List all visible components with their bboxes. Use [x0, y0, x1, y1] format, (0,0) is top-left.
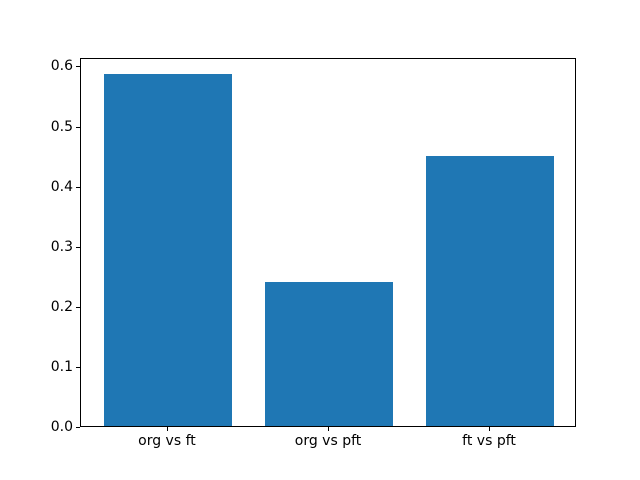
y-tick-label: 0.4: [50, 178, 73, 195]
y-tick-mark: [76, 246, 80, 248]
y-tick-label: 0.3: [50, 238, 73, 255]
y-tick-mark: [76, 427, 80, 428]
x-tick-mark: [328, 427, 329, 431]
y-tick-label: 0.2: [50, 298, 73, 315]
y-tick-mark: [76, 186, 80, 188]
x-tick-mark: [166, 427, 168, 431]
bar-org-vs-pft: [264, 281, 394, 426]
y-tick-mark: [76, 126, 80, 128]
y-tick-label: 0.0: [50, 419, 73, 435]
x-tick-label: org vs pft: [294, 433, 362, 449]
y-tick-label: 0.5: [50, 118, 73, 135]
bar-org-vs-ft: [103, 74, 233, 426]
y-tick-label: 0.6: [50, 58, 73, 75]
bar-ft-vs-pft: [425, 156, 555, 426]
x-tick-mark: [489, 427, 491, 431]
y-tick-mark: [76, 306, 80, 308]
y-tick-mark: [76, 366, 80, 368]
plot-area: [80, 58, 576, 427]
y-tick-mark: [76, 66, 80, 68]
x-tick-label: ft vs pft: [462, 433, 516, 449]
y-tick-label: 0.1: [50, 358, 73, 375]
x-tick-label: org vs ft: [138, 433, 196, 449]
